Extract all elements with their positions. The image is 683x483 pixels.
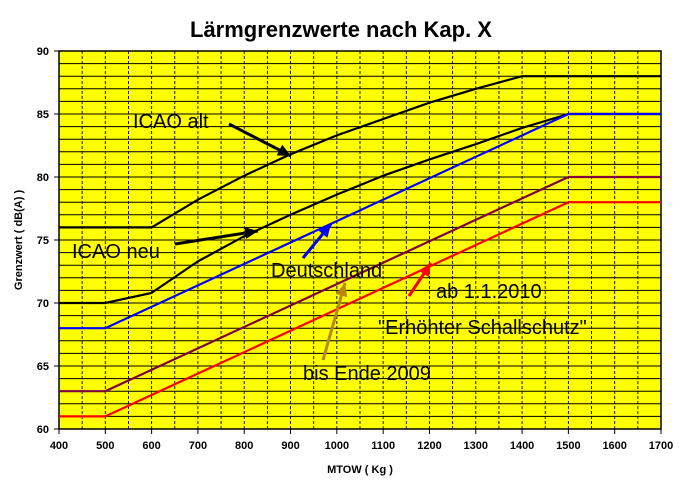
chart-title: Lärmgrenzwerte nach Kap. X bbox=[190, 17, 492, 42]
plot-area: 60 65 70 75 80 85 90 400 500 600 700 800 900 1000 1100… bbox=[37, 46, 673, 452]
y-tick-label: 90 bbox=[37, 46, 49, 58]
y-axis-title: Grenzwert ( dB(A) ) bbox=[13, 190, 25, 291]
y-tick-label: 80 bbox=[37, 172, 49, 184]
x-tick-label: 600 bbox=[142, 440, 160, 452]
x-tick-label: 1300 bbox=[464, 440, 488, 452]
x-tick-label: 900 bbox=[281, 440, 299, 452]
series-line-bis-ende-2009 bbox=[59, 175, 661, 393]
x-tick-label: 1700 bbox=[649, 440, 673, 452]
x-tick-label: 800 bbox=[235, 440, 253, 452]
x-tick-label: 1000 bbox=[325, 440, 349, 452]
x-tick-label: 1500 bbox=[556, 440, 580, 452]
annotation-label: "Erhöhter Schallschutz" bbox=[378, 317, 587, 339]
y-tick-label: 75 bbox=[37, 235, 49, 247]
arrow-ab-2010-head-icon bbox=[418, 263, 431, 278]
arrow-icao-neu-shaft bbox=[174, 229, 259, 246]
x-tick-label: 1400 bbox=[510, 440, 534, 452]
annotation-label: Deutschland bbox=[271, 260, 382, 282]
annotation-label: ICAO alt bbox=[133, 111, 209, 133]
x-tick-label: 1200 bbox=[417, 440, 441, 452]
y-tick-label: 60 bbox=[37, 424, 49, 436]
annotation-label: ICAO neu bbox=[72, 241, 160, 263]
series-line-icao-alt bbox=[59, 75, 661, 229]
x-axis-title: MTOW ( Kg ) bbox=[327, 464, 393, 476]
annotation-label: bis Ende 2009 bbox=[303, 363, 431, 385]
x-tick-label: 500 bbox=[96, 440, 114, 452]
annotation-label: ab 1.1.2010 bbox=[436, 281, 542, 303]
arrow-icao-neu-head-icon bbox=[244, 227, 258, 239]
arrow-bis-ende-2009-shaft bbox=[321, 282, 347, 361]
arrow-deutschland-head-icon bbox=[318, 224, 331, 238]
series-line-deutschland bbox=[59, 112, 661, 330]
series-line-icao-neu bbox=[59, 112, 661, 305]
x-tick-label: 700 bbox=[189, 440, 207, 452]
x-tick-label: 1100 bbox=[371, 440, 395, 452]
x-tick-label: 1600 bbox=[602, 440, 626, 452]
x-tick-label: 400 bbox=[50, 440, 68, 452]
arrow-icao-alt-head-icon bbox=[276, 144, 291, 156]
y-tick-label: 85 bbox=[37, 109, 49, 121]
arrow-bis-ende-2009-head-icon bbox=[335, 283, 348, 298]
y-tick-label: 65 bbox=[37, 361, 49, 373]
y-tick-label: 70 bbox=[37, 298, 49, 310]
